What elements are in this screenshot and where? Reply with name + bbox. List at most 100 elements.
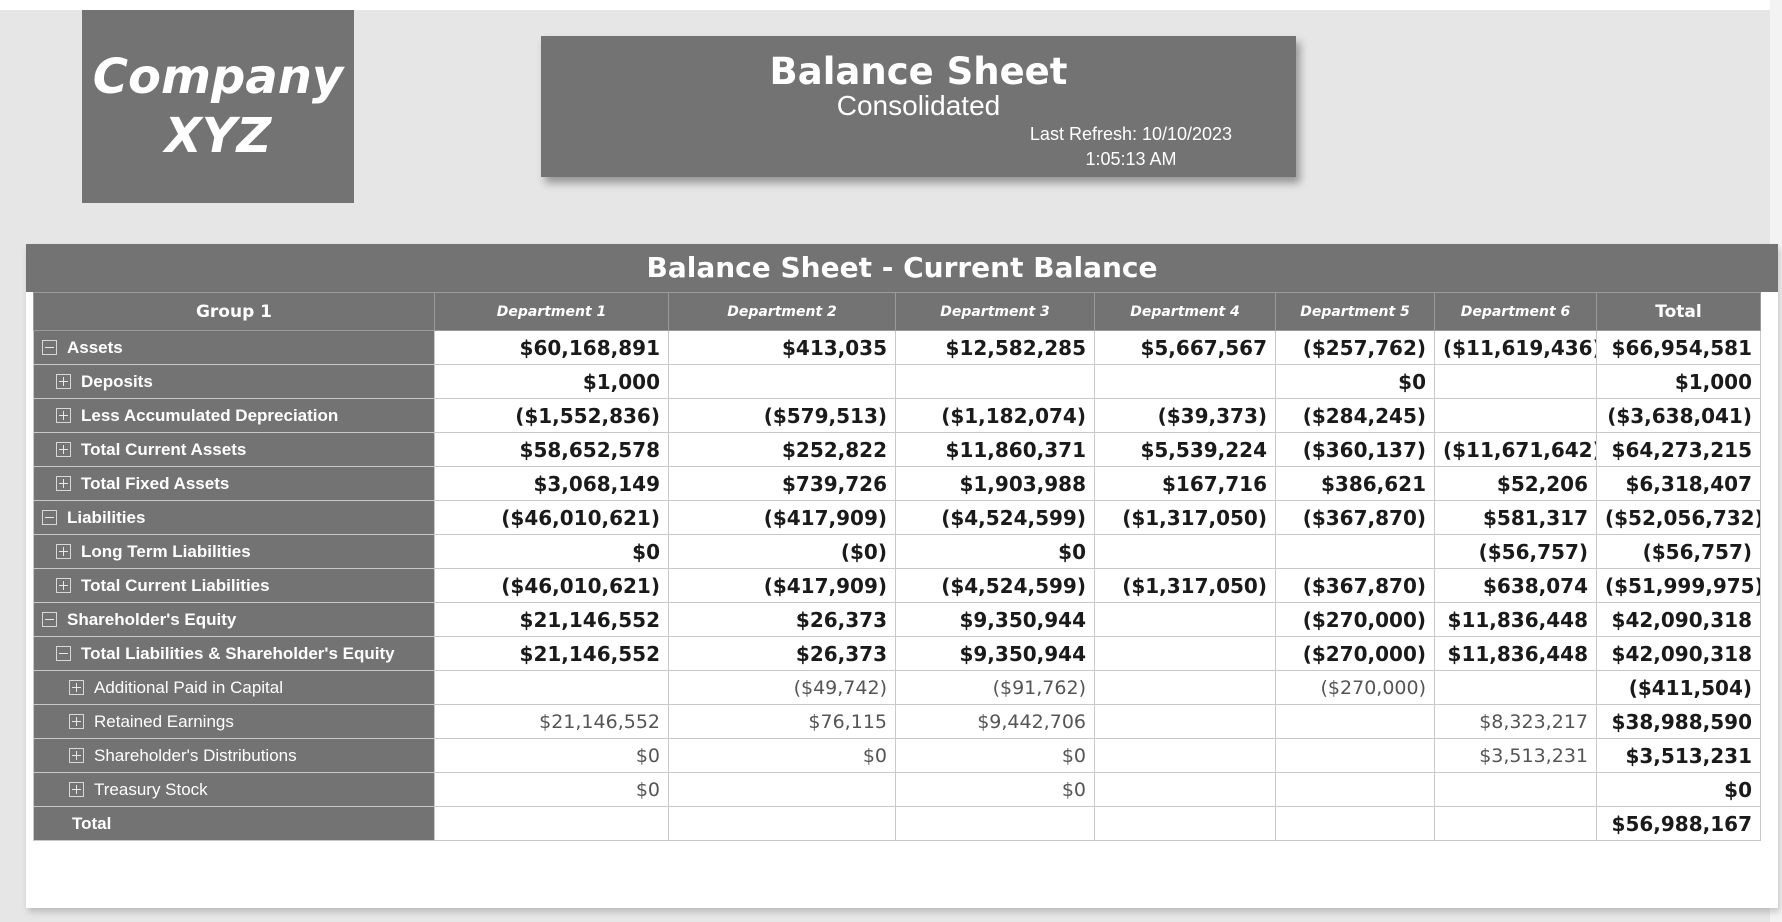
- table-cell: $5,667,567: [1094, 330, 1276, 365]
- table-cell: $413,035: [668, 330, 896, 365]
- table-cell: ($51,999,975): [1596, 568, 1761, 603]
- table-cell: [1434, 364, 1597, 399]
- table-cell: ($52,056,732): [1596, 500, 1761, 535]
- table-cell: $386,621: [1275, 466, 1435, 501]
- column-header-department-1[interactable]: Department 1: [434, 292, 669, 331]
- row-header: Long Term Liabilities: [33, 534, 435, 569]
- grand-total-department-5: [1275, 806, 1435, 841]
- table-cell: $6,318,407: [1596, 466, 1761, 501]
- table-cell: ($1,317,050): [1094, 568, 1276, 603]
- table-row: Deposits $1,000 $0 $1,000: [33, 364, 1761, 399]
- table-cell: $0: [895, 534, 1095, 569]
- table-cell: $0: [434, 534, 669, 569]
- table-row: Liabilities ($46,010,621) ($417,909) ($4,52…: [33, 500, 1761, 535]
- expand-icon[interactable]: [56, 441, 71, 457]
- collapse-icon[interactable]: [42, 339, 57, 355]
- table-cell: ($49,742): [668, 670, 896, 705]
- table-cell: ($56,757): [1434, 534, 1597, 569]
- collapse-icon[interactable]: [42, 509, 57, 525]
- grand-total-row: Total $56,988,167: [33, 806, 1761, 841]
- expand-icon[interactable]: [69, 781, 84, 797]
- table-cell: ($0): [668, 534, 896, 569]
- table-row: Total Current Assets $58,652,578 $252,822 $…: [33, 432, 1761, 467]
- column-header-department-6[interactable]: Department 6: [1434, 292, 1597, 331]
- table-cell: $11,836,448: [1434, 602, 1597, 637]
- table-cell: $26,373: [668, 636, 896, 671]
- table-cell: [1434, 670, 1597, 705]
- row-header: Retained Earnings: [33, 704, 435, 739]
- table-cell: [1094, 670, 1276, 705]
- page-title: Balance Sheet: [769, 50, 1068, 93]
- row-header: Less Accumulated Depreciation: [33, 398, 435, 433]
- expand-icon[interactable]: [56, 543, 71, 559]
- table-cell: ($270,000): [1275, 602, 1435, 637]
- table-cell: $11,860,371: [895, 432, 1095, 467]
- table-cell: $38,988,590: [1596, 704, 1761, 739]
- row-header: Treasury Stock: [33, 772, 435, 807]
- table-cell: $12,582,285: [895, 330, 1095, 365]
- balance-matrix: Balance Sheet - Current Balance Group 1 …: [26, 244, 1778, 908]
- table-row: Additional Paid in Capital ($49,742) ($91,…: [33, 670, 1761, 705]
- grand-total-department-3: [895, 806, 1095, 841]
- table-cell: $76,115: [668, 704, 896, 739]
- table-row: Long Term Liabilities $0 ($0) $0 ($56,757) ($…: [33, 534, 1761, 569]
- row-label: Shareholder's Distributions: [94, 745, 297, 765]
- table-cell: $167,716: [1094, 466, 1276, 501]
- table-cell: $42,090,318: [1596, 602, 1761, 637]
- column-header-group[interactable]: Group 1: [33, 292, 435, 331]
- table-cell: ($367,870): [1275, 568, 1435, 603]
- row-header: Assets: [33, 330, 435, 365]
- expand-icon[interactable]: [56, 475, 71, 491]
- table-cell: $1,000: [434, 364, 669, 399]
- table-cell: ($360,137): [1275, 432, 1435, 467]
- row-label: Additional Paid in Capital: [94, 677, 284, 697]
- table-cell: $0: [434, 738, 669, 773]
- table-cell: ($284,245): [1275, 398, 1435, 433]
- row-header: Total Current Assets: [33, 432, 435, 467]
- table-cell: $52,206: [1434, 466, 1597, 501]
- grand-total-department-4: [1094, 806, 1276, 841]
- row-label: Total Fixed Assets: [81, 473, 230, 493]
- table-cell: ($46,010,621): [434, 568, 669, 603]
- column-header-department-3[interactable]: Department 3: [895, 292, 1095, 331]
- table-cell: ($3,638,041): [1596, 398, 1761, 433]
- expand-icon[interactable]: [69, 713, 84, 729]
- matrix-title: Balance Sheet - Current Balance: [26, 244, 1778, 292]
- table-cell: $1,903,988: [895, 466, 1095, 501]
- expand-icon[interactable]: [56, 407, 71, 423]
- table-cell: ($91,762): [895, 670, 1095, 705]
- table-cell: $64,273,215: [1596, 432, 1761, 467]
- table-cell: $58,652,578: [434, 432, 669, 467]
- grand-total-department-2: [668, 806, 896, 841]
- page-subtitle: Consolidated: [836, 90, 1001, 121]
- table-cell: [1275, 772, 1435, 807]
- column-header-total[interactable]: Total: [1596, 292, 1761, 331]
- table-cell: ($411,504): [1596, 670, 1761, 705]
- collapse-icon[interactable]: [56, 645, 71, 661]
- collapse-icon[interactable]: [42, 611, 57, 627]
- top-strip: [0, 0, 1782, 10]
- row-header: Liabilities: [33, 500, 435, 535]
- table-cell: $5,539,224: [1094, 432, 1276, 467]
- expand-icon[interactable]: [69, 679, 84, 695]
- table-row: Shareholder's Equity $21,146,552 $26,373 $9…: [33, 602, 1761, 637]
- table-cell: $638,074: [1434, 568, 1597, 603]
- table-cell: $9,442,706: [895, 704, 1095, 739]
- expand-icon[interactable]: [56, 373, 71, 389]
- row-header: Shareholder's Equity: [33, 602, 435, 637]
- table-cell: ($1,317,050): [1094, 500, 1276, 535]
- row-label: Liabilities: [67, 507, 146, 527]
- table-cell: $1,000: [1596, 364, 1761, 399]
- column-header-department-4[interactable]: Department 4: [1094, 292, 1276, 331]
- column-header-department-2[interactable]: Department 2: [668, 292, 896, 331]
- table-cell: [1094, 602, 1276, 637]
- expand-icon[interactable]: [56, 577, 71, 593]
- table-cell: [668, 772, 896, 807]
- table-cell: $0: [668, 738, 896, 773]
- expand-icon[interactable]: [69, 747, 84, 763]
- table-cell: [1094, 636, 1276, 671]
- column-header-department-5[interactable]: Department 5: [1275, 292, 1435, 331]
- table-cell: ($11,671,642): [1434, 432, 1597, 467]
- table-cell: $11,836,448: [1434, 636, 1597, 671]
- row-label: Treasury Stock: [94, 779, 208, 799]
